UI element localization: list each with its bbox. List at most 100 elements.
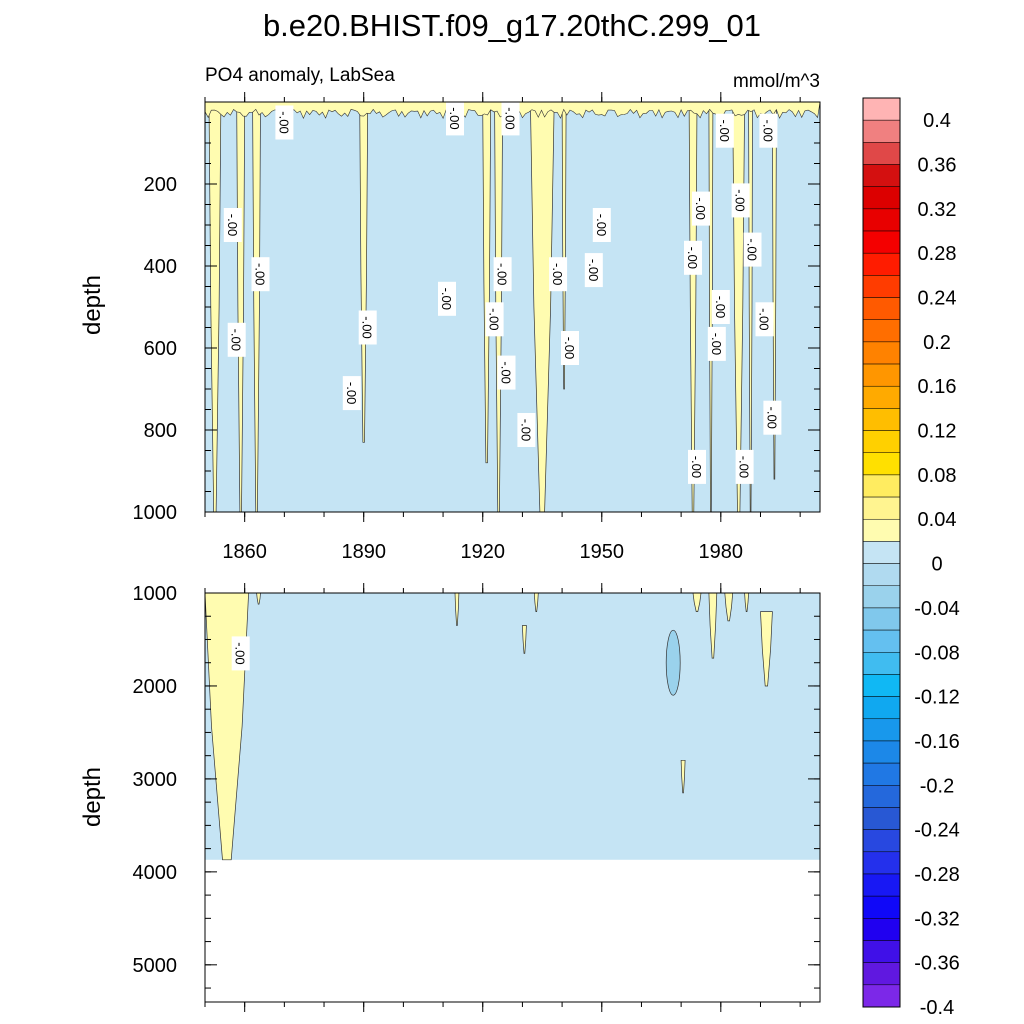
contour-label-box [692,191,710,226]
positive-anomaly-region [561,102,567,390]
contour-label-box [231,636,250,671]
contour-label: -.00 [358,310,377,345]
y-tick-label: 4000 [133,862,178,884]
colorbar-label: 0.2 [923,332,951,354]
negative-anomaly-field [205,593,820,860]
contour-label-box [251,257,270,292]
colorbar-segment [862,652,901,675]
colorbar-label: 0.16 [918,376,957,398]
contour-label-box [275,105,294,140]
contour-label-text: -.00 [499,361,514,383]
contour-label-box [731,183,750,218]
colorbar-segment [862,629,901,653]
contour-label: -.00 [342,376,361,411]
contour-label-box [517,413,536,447]
contour-label: -.00 [231,636,250,671]
contour-label-text: -.00 [586,259,601,281]
positive-anomaly-region [236,102,246,512]
contour-label-box [584,253,603,288]
contour-label: -.00 [227,322,246,357]
colorbar-segment [862,230,901,254]
colorbar-label: -0.2 [920,775,954,797]
contour-label-box [759,113,778,148]
contour-label-text: -.00 [495,263,510,285]
contour-label-text: -.00 [276,111,291,133]
contour-label-text: -.00 [360,316,375,338]
chart-title: b.e20.BHIST.f09_g17.20thC.299_01 [263,8,761,43]
colorbar-segment [862,718,901,742]
colorbar-segment [862,740,901,764]
colorbar-label: 0.08 [918,465,957,487]
colorbar-segment [862,430,901,453]
colorbar-label: 0 [931,554,942,576]
contour-label-text: -.00 [737,456,752,478]
colorbar-label: 0.36 [918,155,957,177]
colorbar-label: -0.08 [914,642,960,664]
contour-label-text: -.00 [550,263,565,285]
colorbar-segment [862,164,901,187]
contour-label-box [715,113,734,148]
colorbar-segment [862,496,901,520]
contour-label: -.00 [497,355,516,390]
colorbar-segment [862,119,901,143]
y-tick-label: 400 [144,256,177,278]
y-tick-label: 800 [144,420,177,442]
colorbar-segment [862,186,901,210]
contour-label-text: -.00 [518,419,533,441]
contour-label-text: -.00 [713,296,728,318]
positive-anomaly-region [482,102,492,464]
colorbar-label: 0.12 [918,421,957,443]
colorbar-segment [862,895,901,919]
x-tick-label: 1920 [460,541,505,563]
contour-label-box [707,326,726,361]
contour-label: -.00 [251,257,270,292]
contour-label-box [223,208,242,242]
colorbar-segment [862,785,901,808]
colorbar-label: -0.32 [914,908,960,930]
contour-label: -.00 [493,257,512,292]
positive-anomaly-region [359,102,369,443]
contour-label-text: -.00 [717,119,732,141]
plot-area: -.00 -.00 -.00 -.00 -.00 -.00 -.00 -.00 -.00 -.00… [205,102,820,512]
contour-label-box [743,232,762,267]
x-tick-label: 1980 [699,541,744,563]
contour-label: -.00 [735,449,754,484]
colorbar-segment [862,319,901,343]
colorbar-segment [862,984,901,1008]
y-tick-label: 5000 [133,955,178,977]
contour-label: -.00 [485,302,504,337]
contour-label-text: -.00 [447,107,462,129]
positive-anomaly-region [530,102,555,512]
positive-anomaly-region [680,759,686,794]
contour-label-box [688,449,706,484]
contour-label-box [497,355,516,390]
contour-label-text: -.00 [562,337,577,359]
contour-label: -.00 [684,240,702,275]
y-tick-label: 2000 [133,676,178,698]
contour-label-box [501,102,520,136]
contour-label-text: -.00 [760,119,775,141]
y-tick-label: 1000 [133,583,178,605]
colorbar-segment [862,208,901,232]
colorbar-segment [862,275,901,298]
colorbar-label: 0.24 [918,288,957,310]
y-axis-label: depth [79,767,106,827]
colorbar-segment [862,674,901,697]
contour-label: -.00 [759,113,778,148]
colorbar-segment [862,585,901,609]
colorbar-segment [862,829,901,853]
colorbar-segment [862,541,901,564]
contour-label-text: -.00 [709,333,724,355]
contour-label: -.00 [501,102,520,136]
colorbar-label: 0.32 [918,199,957,221]
plot-area: -.00 [205,593,820,861]
colorbar-segment [862,563,901,587]
colorbar-segment [862,385,901,409]
contour-label-text: -.00 [439,288,454,310]
positive-anomaly-region [522,625,527,654]
contour-label: -.00 [517,413,536,447]
y-tick-label: 200 [144,174,177,196]
colorbar-segment [862,97,901,121]
contour-label-text: -.00 [745,238,760,260]
contour-label-text: -.00 [594,214,609,236]
